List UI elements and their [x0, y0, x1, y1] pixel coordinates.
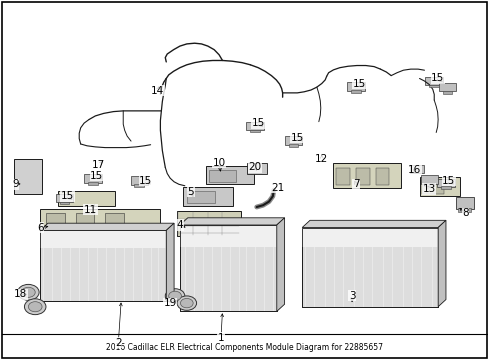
Bar: [419, 177, 459, 196]
Bar: [180, 225, 276, 311]
Bar: [40, 209, 160, 230]
Bar: [428, 85, 438, 87]
Bar: [455, 197, 473, 209]
Text: 20: 20: [248, 162, 261, 172]
Text: 1: 1: [217, 333, 224, 343]
Circle shape: [168, 291, 181, 301]
Bar: [424, 183, 433, 186]
Bar: [247, 163, 266, 174]
Circle shape: [24, 299, 46, 315]
Bar: [180, 225, 276, 247]
Bar: [206, 166, 254, 184]
Text: 5: 5: [187, 186, 194, 197]
Bar: [250, 130, 260, 132]
Bar: [438, 83, 455, 91]
Bar: [425, 77, 442, 85]
Circle shape: [21, 287, 35, 297]
Text: 13: 13: [422, 184, 435, 194]
Circle shape: [180, 298, 193, 308]
Bar: [302, 228, 437, 247]
Bar: [288, 144, 298, 147]
Text: 7: 7: [352, 179, 359, 189]
Bar: [350, 90, 360, 93]
Text: 2: 2: [115, 338, 122, 348]
Bar: [457, 208, 470, 212]
Text: 19: 19: [163, 298, 177, 308]
Bar: [40, 230, 166, 301]
Circle shape: [18, 284, 39, 300]
Text: 15: 15: [139, 176, 152, 186]
Bar: [284, 136, 302, 145]
Text: 8: 8: [461, 208, 468, 218]
Text: 15: 15: [61, 191, 74, 201]
Polygon shape: [166, 223, 174, 301]
Text: 6: 6: [37, 222, 43, 233]
Text: 14: 14: [150, 86, 164, 96]
Circle shape: [165, 289, 184, 303]
Bar: [130, 176, 148, 185]
Bar: [302, 228, 437, 307]
Bar: [409, 165, 424, 173]
Bar: [134, 184, 144, 187]
Text: 10: 10: [212, 158, 225, 168]
Polygon shape: [437, 220, 445, 307]
Text: 18: 18: [14, 289, 27, 300]
Bar: [88, 182, 98, 185]
Text: 15: 15: [290, 132, 304, 143]
Text: 11: 11: [83, 204, 97, 215]
Bar: [346, 82, 364, 91]
Polygon shape: [180, 218, 284, 225]
Text: 17: 17: [92, 160, 105, 170]
Circle shape: [177, 296, 196, 310]
Text: 2016 Cadillac ELR Electrical Components Module Diagram for 22885657: 2016 Cadillac ELR Electrical Components …: [106, 343, 382, 351]
Bar: [40, 230, 166, 301]
Bar: [420, 175, 437, 184]
Bar: [56, 194, 73, 202]
Bar: [46, 213, 65, 228]
Bar: [76, 213, 94, 228]
Bar: [355, 168, 369, 185]
Bar: [105, 213, 123, 228]
Bar: [183, 187, 233, 206]
Bar: [209, 170, 236, 182]
Bar: [333, 163, 400, 188]
Bar: [336, 168, 349, 185]
Text: 15: 15: [441, 176, 455, 186]
Bar: [186, 191, 215, 203]
Bar: [375, 168, 388, 185]
Text: 15: 15: [251, 118, 264, 128]
Bar: [440, 186, 450, 189]
Text: 15: 15: [352, 78, 366, 89]
Bar: [246, 122, 264, 130]
Bar: [180, 225, 276, 311]
Text: 3: 3: [348, 291, 355, 301]
Text: 4: 4: [176, 220, 183, 230]
Bar: [302, 228, 437, 307]
Text: 9: 9: [12, 179, 19, 189]
Bar: [84, 174, 102, 183]
Polygon shape: [40, 223, 174, 230]
Bar: [421, 182, 443, 194]
Text: 12: 12: [314, 154, 328, 164]
Text: 15: 15: [90, 171, 103, 181]
Polygon shape: [302, 220, 445, 228]
Bar: [60, 202, 69, 204]
Polygon shape: [276, 218, 284, 311]
Bar: [40, 230, 166, 248]
Text: 21: 21: [270, 183, 284, 193]
Text: 16: 16: [407, 165, 421, 175]
Bar: [58, 191, 115, 206]
Bar: [14, 159, 42, 194]
Bar: [436, 179, 454, 187]
Bar: [177, 211, 240, 236]
Text: 15: 15: [430, 73, 444, 84]
Circle shape: [28, 302, 42, 312]
Bar: [442, 91, 451, 94]
